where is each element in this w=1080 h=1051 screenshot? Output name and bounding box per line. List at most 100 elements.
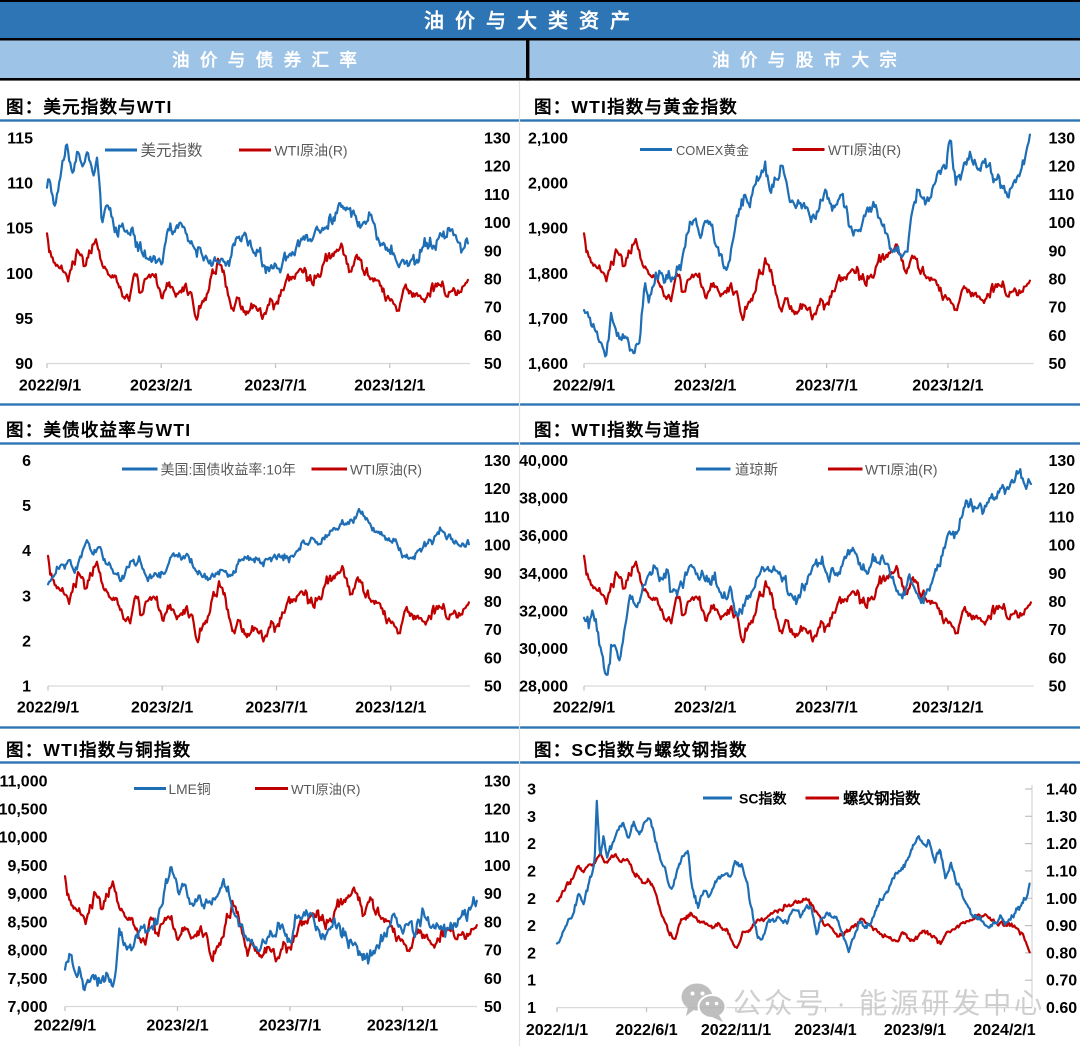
svg-text:1.10: 1.10: [1046, 863, 1077, 880]
svg-text:120: 120: [484, 481, 511, 498]
svg-text:1.30: 1.30: [1046, 809, 1077, 826]
svg-text:110: 110: [484, 187, 510, 204]
svg-text:2023/9/1: 2023/9/1: [884, 1022, 946, 1039]
svg-text:2023/12/1: 2023/12/1: [912, 700, 983, 717]
svg-text:COMEX黄金: COMEX黄金: [676, 143, 749, 158]
svg-text:100: 100: [1049, 538, 1076, 555]
svg-text:0.70: 0.70: [1046, 973, 1077, 990]
svg-text:30,000: 30,000: [519, 641, 568, 658]
svg-text:2023/2/1: 2023/2/1: [674, 700, 736, 717]
svg-text:2: 2: [527, 891, 536, 908]
svg-text:1,900: 1,900: [528, 221, 568, 238]
svg-text:0.90: 0.90: [1046, 918, 1077, 935]
svg-text:2023/12/1: 2023/12/1: [367, 1018, 438, 1035]
svg-text:图：SC指数与螺纹钢指数: 图：SC指数与螺纹钢指数: [534, 740, 748, 760]
svg-text:公众号 · 能源研发中心: 公众号 · 能源研发中心: [733, 988, 1045, 1020]
svg-text:100: 100: [484, 858, 511, 875]
svg-text:WTI原油(R): WTI原油(R): [865, 462, 938, 478]
svg-text:36,000: 36,000: [519, 528, 568, 545]
svg-text:60: 60: [1049, 328, 1067, 345]
svg-text:38,000: 38,000: [519, 491, 568, 508]
svg-text:1,600: 1,600: [528, 356, 568, 373]
svg-text:2022/1/1: 2022/1/1: [526, 1022, 588, 1039]
svg-text:2: 2: [527, 836, 536, 853]
svg-text:80: 80: [1049, 594, 1067, 611]
svg-text:2022/9/1: 2022/9/1: [553, 700, 615, 717]
svg-text:2023/7/1: 2023/7/1: [244, 378, 306, 395]
svg-text:9,500: 9,500: [7, 858, 47, 875]
svg-text:60: 60: [484, 650, 502, 667]
svg-text:130: 130: [484, 131, 511, 148]
svg-text:110: 110: [1049, 187, 1075, 204]
svg-text:2: 2: [527, 945, 536, 962]
svg-text:50: 50: [484, 356, 502, 373]
svg-text:WTI原油(R): WTI原油(R): [350, 463, 422, 478]
svg-text:油价与大类资产: 油价与大类资产: [424, 9, 641, 33]
svg-text:90: 90: [484, 243, 502, 260]
svg-text:油价与债券汇率: 油价与债券汇率: [172, 50, 367, 70]
svg-text:美元指数: 美元指数: [141, 142, 204, 160]
svg-text:美国:国债收益率:10年: 美国:国债收益率:10年: [161, 462, 296, 478]
svg-text:5: 5: [22, 498, 31, 515]
svg-text:50: 50: [1049, 679, 1067, 696]
svg-text:70: 70: [484, 943, 502, 960]
svg-text:95: 95: [15, 311, 33, 328]
svg-text:SC指数: SC指数: [739, 791, 787, 807]
svg-text:6: 6: [22, 453, 31, 470]
svg-text:70: 70: [1049, 300, 1067, 317]
svg-text:80: 80: [484, 594, 502, 611]
svg-text:2022/11/1: 2022/11/1: [701, 1022, 771, 1039]
svg-text:130: 130: [1049, 453, 1076, 470]
svg-text:105: 105: [6, 221, 33, 238]
svg-text:70: 70: [1049, 622, 1067, 639]
svg-text:图：美元指数与WTI: 图：美元指数与WTI: [6, 97, 173, 117]
svg-text:80: 80: [484, 272, 502, 289]
svg-text:2024/2/1: 2024/2/1: [973, 1022, 1035, 1039]
svg-text:90: 90: [1049, 243, 1067, 260]
svg-text:9,000: 9,000: [7, 886, 47, 903]
svg-text:3: 3: [22, 588, 31, 605]
svg-text:60: 60: [484, 328, 502, 345]
svg-text:2023/4/1: 2023/4/1: [794, 1022, 856, 1039]
svg-text:50: 50: [484, 679, 502, 696]
svg-text:1: 1: [527, 1000, 536, 1017]
svg-text:110: 110: [1049, 509, 1075, 526]
svg-text:2023/7/1: 2023/7/1: [245, 700, 307, 717]
svg-text:2: 2: [527, 918, 536, 935]
svg-text:120: 120: [1049, 481, 1076, 498]
svg-text:WTI原油(R): WTI原油(R): [828, 142, 901, 158]
svg-text:2,100: 2,100: [528, 131, 568, 148]
svg-text:115: 115: [7, 131, 33, 148]
svg-text:110: 110: [484, 509, 510, 526]
svg-text:100: 100: [484, 215, 511, 232]
svg-text:2023/7/1: 2023/7/1: [795, 378, 857, 395]
svg-text:110: 110: [7, 176, 33, 193]
svg-text:2022/9/1: 2022/9/1: [19, 378, 81, 395]
svg-text:图：美债收益率与WTI: 图：美债收益率与WTI: [6, 420, 191, 440]
svg-text:2023/12/1: 2023/12/1: [354, 378, 425, 395]
svg-text:80: 80: [1049, 272, 1067, 289]
svg-text:90: 90: [484, 566, 502, 583]
svg-text:100: 100: [6, 266, 33, 283]
svg-text:130: 130: [484, 773, 511, 790]
svg-text:130: 130: [1049, 131, 1076, 148]
svg-text:2: 2: [527, 863, 536, 880]
svg-text:110: 110: [484, 830, 510, 847]
svg-text:0.80: 0.80: [1046, 945, 1077, 962]
svg-text:32,000: 32,000: [519, 603, 568, 620]
svg-text:2023/2/1: 2023/2/1: [130, 378, 192, 395]
svg-text:100: 100: [484, 538, 511, 555]
svg-text:2022/9/1: 2022/9/1: [17, 700, 79, 717]
svg-text:120: 120: [484, 159, 511, 176]
svg-text:2023/12/1: 2023/12/1: [912, 378, 983, 395]
svg-text:LME铜: LME铜: [169, 782, 211, 797]
svg-text:50: 50: [1049, 356, 1067, 373]
svg-text:90: 90: [484, 886, 502, 903]
svg-text:2023/2/1: 2023/2/1: [146, 1018, 208, 1035]
svg-text:1.00: 1.00: [1046, 891, 1077, 908]
svg-text:40,000: 40,000: [519, 453, 568, 470]
svg-text:120: 120: [1049, 159, 1076, 176]
svg-text:7,000: 7,000: [7, 999, 47, 1016]
svg-text:1.40: 1.40: [1046, 782, 1077, 799]
svg-text:60: 60: [1049, 650, 1067, 667]
